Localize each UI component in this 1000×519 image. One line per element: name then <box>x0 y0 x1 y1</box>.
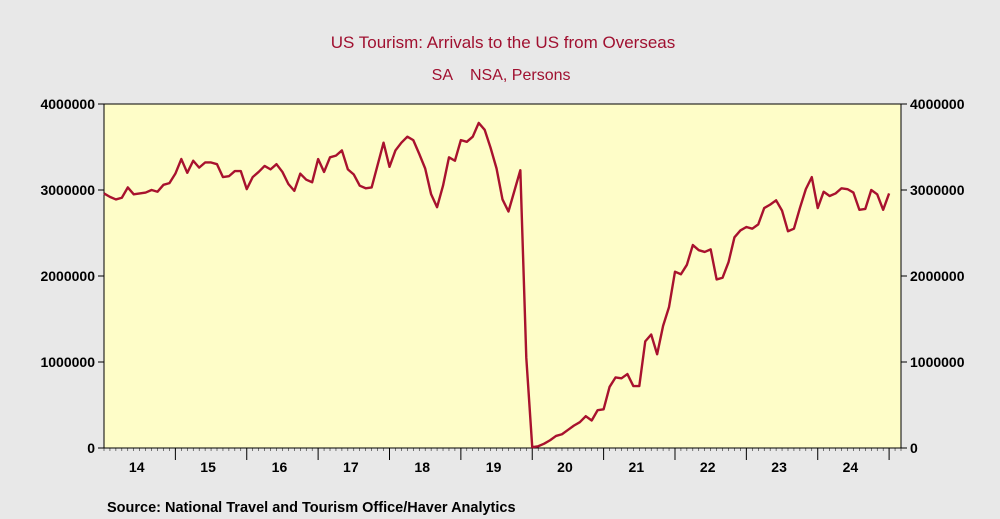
y-axis-right: 0 1000000 2000000 3000000 4000000 <box>901 96 965 456</box>
y-tick-label-right: 4000000 <box>910 96 965 112</box>
x-tick-label: 15 <box>200 459 216 475</box>
y-tick-label-right: 1000000 <box>910 354 965 370</box>
x-tick-label: 19 <box>486 459 502 475</box>
y-tick-label-right: 3000000 <box>910 182 965 198</box>
x-tick-label: 17 <box>343 459 359 475</box>
chart-title: US Tourism: Arrivals to the US from Over… <box>331 33 676 52</box>
chart-subtitle-right: NSA, Persons <box>470 67 570 84</box>
source-note: Source: National Travel and Tourism Offi… <box>107 500 516 516</box>
y-tick-label-left: 2000000 <box>40 268 95 284</box>
x-tick-label: 22 <box>700 459 716 475</box>
x-tick-label: 14 <box>129 459 145 475</box>
x-tick-label: 20 <box>557 459 573 475</box>
y-tick-label-left: 3000000 <box>40 182 95 198</box>
plot-area <box>103 103 902 449</box>
x-tick-label: 21 <box>629 459 645 475</box>
y-tick-label-right: 0 <box>910 440 918 456</box>
series-line <box>103 121 891 449</box>
x-tick-label: 16 <box>272 459 288 475</box>
x-tick-label: 18 <box>414 459 430 475</box>
y-tick-label-left: 0 <box>87 440 95 456</box>
x-tick-label: 24 <box>843 459 859 475</box>
x-tick-label: 23 <box>771 459 787 475</box>
y-tick-label-left: 4000000 <box>40 96 95 112</box>
y-axis-left: 0 1000000 2000000 3000000 4000000 <box>40 96 104 456</box>
y-tick-label-right: 2000000 <box>910 268 965 284</box>
x-axis: 14 15 16 17 18 19 20 21 22 23 24 <box>103 448 902 475</box>
chart-subtitle-left: SA <box>432 67 454 84</box>
y-tick-label-left: 1000000 <box>40 354 95 370</box>
